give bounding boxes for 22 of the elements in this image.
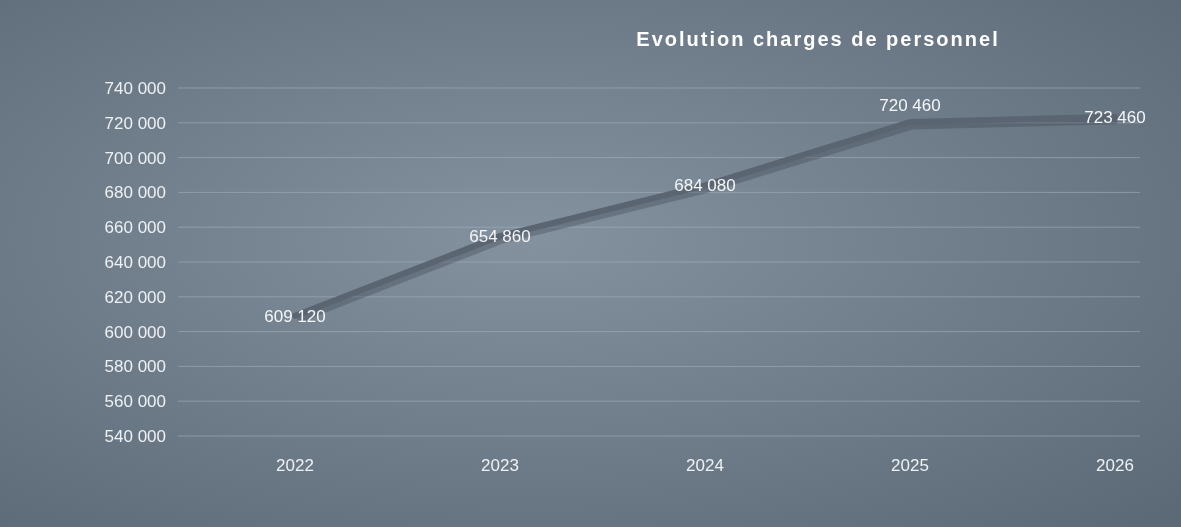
x-tick-label: 2024 xyxy=(686,456,724,475)
chart-title: Evolution charges de personnel xyxy=(636,28,1000,50)
data-label: 720 460 xyxy=(879,95,941,115)
x-tick-label: 2025 xyxy=(891,456,929,475)
x-tick-label: 2023 xyxy=(481,456,519,475)
data-label: 723 460 xyxy=(1084,107,1146,127)
y-tick-label: 560 000 xyxy=(104,392,166,412)
y-tick-label: 680 000 xyxy=(104,183,166,203)
y-tick-label: 700 000 xyxy=(104,148,166,168)
x-tick-label: 2026 xyxy=(1096,456,1134,475)
y-tick-label: 620 000 xyxy=(104,287,166,307)
data-label: 654 860 xyxy=(469,227,531,247)
x-tick-label: 2022 xyxy=(276,456,314,475)
y-tick-label: 740 000 xyxy=(104,78,166,98)
y-tick-label: 720 000 xyxy=(104,113,166,133)
y-tick-label: 640 000 xyxy=(104,252,166,272)
data-label: 609 120 xyxy=(264,306,326,326)
y-tick-label: 600 000 xyxy=(104,322,166,342)
y-tick-label: 660 000 xyxy=(104,218,166,238)
data-label: 684 080 xyxy=(674,176,736,196)
y-tick-label: 580 000 xyxy=(104,357,166,377)
y-tick-label: 540 000 xyxy=(104,426,166,446)
